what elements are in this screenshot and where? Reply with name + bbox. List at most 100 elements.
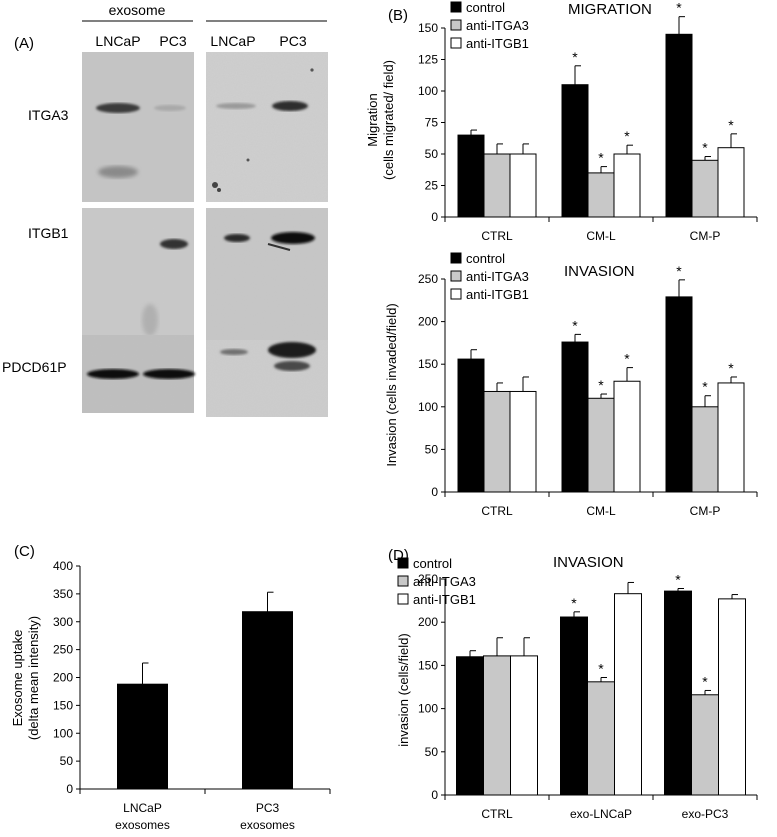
invasion_b-significance-star: *: [702, 379, 708, 395]
migration-ytick-label: 100: [418, 84, 438, 98]
invasion_b-significance-star: *: [728, 360, 734, 376]
invasion_d-bar: [456, 656, 484, 796]
invasion_d-title: INVASION: [553, 554, 624, 571]
migration-bar: [457, 134, 485, 218]
chart-exosome-uptake: 0 50 100 150 200 250 300 350 400 LNCaP exosomes PC3…: [10, 559, 331, 832]
invasion_b-title: INVASION: [564, 263, 635, 280]
migration-category-label: CM-P: [690, 229, 721, 243]
invasion_b-bar: [509, 390, 537, 493]
invasion_d-bar: [664, 590, 692, 796]
panel-c-label: (C): [14, 543, 35, 560]
migration-significance-star: *: [598, 150, 604, 166]
invasion_b-bar: [561, 341, 589, 493]
invasion_b-ytick-label: 150: [418, 357, 438, 371]
invasion_d-category-label: exo-PC3: [682, 807, 729, 821]
invasion_b-ytick-label: 0: [431, 485, 438, 499]
blot-header-exosome: exosome: [109, 2, 166, 18]
migration-significance-star: *: [624, 128, 630, 144]
invasion_d-legend-label: control: [413, 556, 452, 571]
invasion_b-significance-star: *: [572, 317, 578, 333]
invasion_d-bar: [587, 681, 615, 796]
invasion_d-ytick-label: 0: [431, 788, 438, 802]
invasion_d-ytick-label: 150: [418, 658, 438, 672]
migration-legend-label: control: [466, 0, 505, 15]
invasion_b-category-label: CTRL: [481, 504, 513, 518]
invasion_b-ytick-label: 100: [418, 400, 438, 414]
migration-legend-swatch: [450, 37, 462, 49]
invasion_b-bar: [665, 296, 693, 493]
uptake-bar: [117, 683, 168, 790]
invasion_d-legend-label: anti-ITGA3: [413, 574, 476, 589]
uptake-category-label: LNCaP: [123, 801, 162, 815]
uptake-ytick-label: 350: [53, 587, 73, 601]
invasion_d-legend-swatch: [397, 575, 409, 587]
invasion_d-legend-label: anti-ITGB1: [413, 592, 476, 607]
invasion_b-ylabel: Invasion (cells invaded/field): [384, 303, 399, 466]
chart-invasion-d: 0 50 100 150 200 250 CTRL exo-LNCaP exo-PC3 invas…: [396, 554, 758, 821]
blot-itga3-right: [206, 52, 328, 202]
panel-a-western-blot: (A) exosome LNCaP PC3 LNCaP PC3 ITGA3 IT…: [2, 2, 328, 417]
migration-legend-label: anti-ITGA3: [466, 18, 529, 33]
migration-legend-swatch: [450, 1, 462, 13]
invasion_d-legend-swatch: [397, 557, 409, 569]
migration-category-label: CM-L: [586, 229, 616, 243]
invasion_b-legend-label: control: [466, 251, 505, 266]
migration-bar: [483, 153, 511, 218]
blot-lane-right-lncap: LNCaP: [210, 33, 255, 49]
migration-bar: [587, 172, 615, 218]
invasion_b-significance-star: *: [624, 351, 630, 367]
uptake-ytick-label: 300: [53, 615, 73, 629]
migration-bar: [665, 33, 693, 218]
invasion_d-ytick-label: 50: [425, 745, 439, 759]
blot-pdcd61p-right: [206, 340, 328, 417]
invasion_d-ylabel: invasion (cells/field): [396, 633, 411, 746]
invasion_b-bar: [483, 390, 511, 493]
invasion_d-legend-swatch: [397, 593, 409, 605]
blot-lane-right-pc3: PC3: [279, 33, 306, 49]
panel-a-label: (A): [14, 35, 34, 52]
invasion_d-significance-star: *: [598, 660, 604, 676]
invasion_b-bar: [613, 380, 641, 493]
invasion_d-bar: [510, 655, 538, 796]
blot-itga3-left: [82, 52, 194, 202]
chart-invasion-b: 0 50 100 150 200 250 CTRL CM-L CM-P Invasion (cel…: [384, 251, 758, 518]
migration-ytick-label: 25: [425, 179, 439, 193]
migration-legend-label: anti-ITGB1: [466, 36, 529, 51]
invasion_b-legend-swatch: [450, 288, 462, 300]
uptake-category-label: exosomes: [115, 818, 170, 832]
invasion_d-significance-star: *: [675, 572, 681, 588]
invasion_b-ytick-label: 200: [418, 315, 438, 329]
invasion_d-ytick-label: 250: [418, 572, 438, 586]
migration-ytick-label: 150: [418, 21, 438, 35]
invasion_b-bar: [717, 382, 745, 493]
uptake-category-label: PC3: [256, 801, 280, 815]
migration-significance-star: *: [676, 0, 682, 16]
invasion_d-bar: [691, 694, 719, 796]
invasion_b-bar: [587, 397, 615, 493]
invasion_d-significance-star: *: [702, 673, 708, 689]
blot-pdcd61p-left: [82, 335, 195, 413]
invasion_b-legend-swatch: [450, 270, 462, 282]
migration-ytick-label: 75: [425, 116, 439, 130]
uptake-bar: [242, 611, 293, 790]
migration-ylabel: (cells migrated/ field): [381, 60, 396, 180]
blot-row-label-itga3: ITGA3: [28, 107, 69, 123]
invasion_b-ytick-label: 250: [418, 272, 438, 286]
uptake-ytick-label: 400: [53, 559, 73, 573]
migration-ytick-label: 125: [418, 53, 438, 67]
uptake-ytick-label: 250: [53, 643, 73, 657]
invasion_b-legend-swatch: [450, 252, 462, 264]
invasion_d-significance-star: *: [571, 595, 577, 611]
migration-category-label: CTRL: [481, 229, 513, 243]
invasion_d-bar: [560, 616, 588, 796]
invasion_d-category-label: CTRL: [481, 807, 513, 821]
migration-bar: [613, 153, 641, 218]
migration-bar: [561, 84, 589, 218]
invasion_b-ytick-label: 50: [425, 442, 439, 456]
panel-b-label: (B): [388, 7, 408, 24]
invasion_b-significance-star: *: [676, 263, 682, 279]
uptake-ytick-label: 0: [66, 782, 73, 796]
uptake-ytick-label: 100: [53, 726, 73, 740]
invasion_d-ytick-label: 100: [418, 702, 438, 716]
